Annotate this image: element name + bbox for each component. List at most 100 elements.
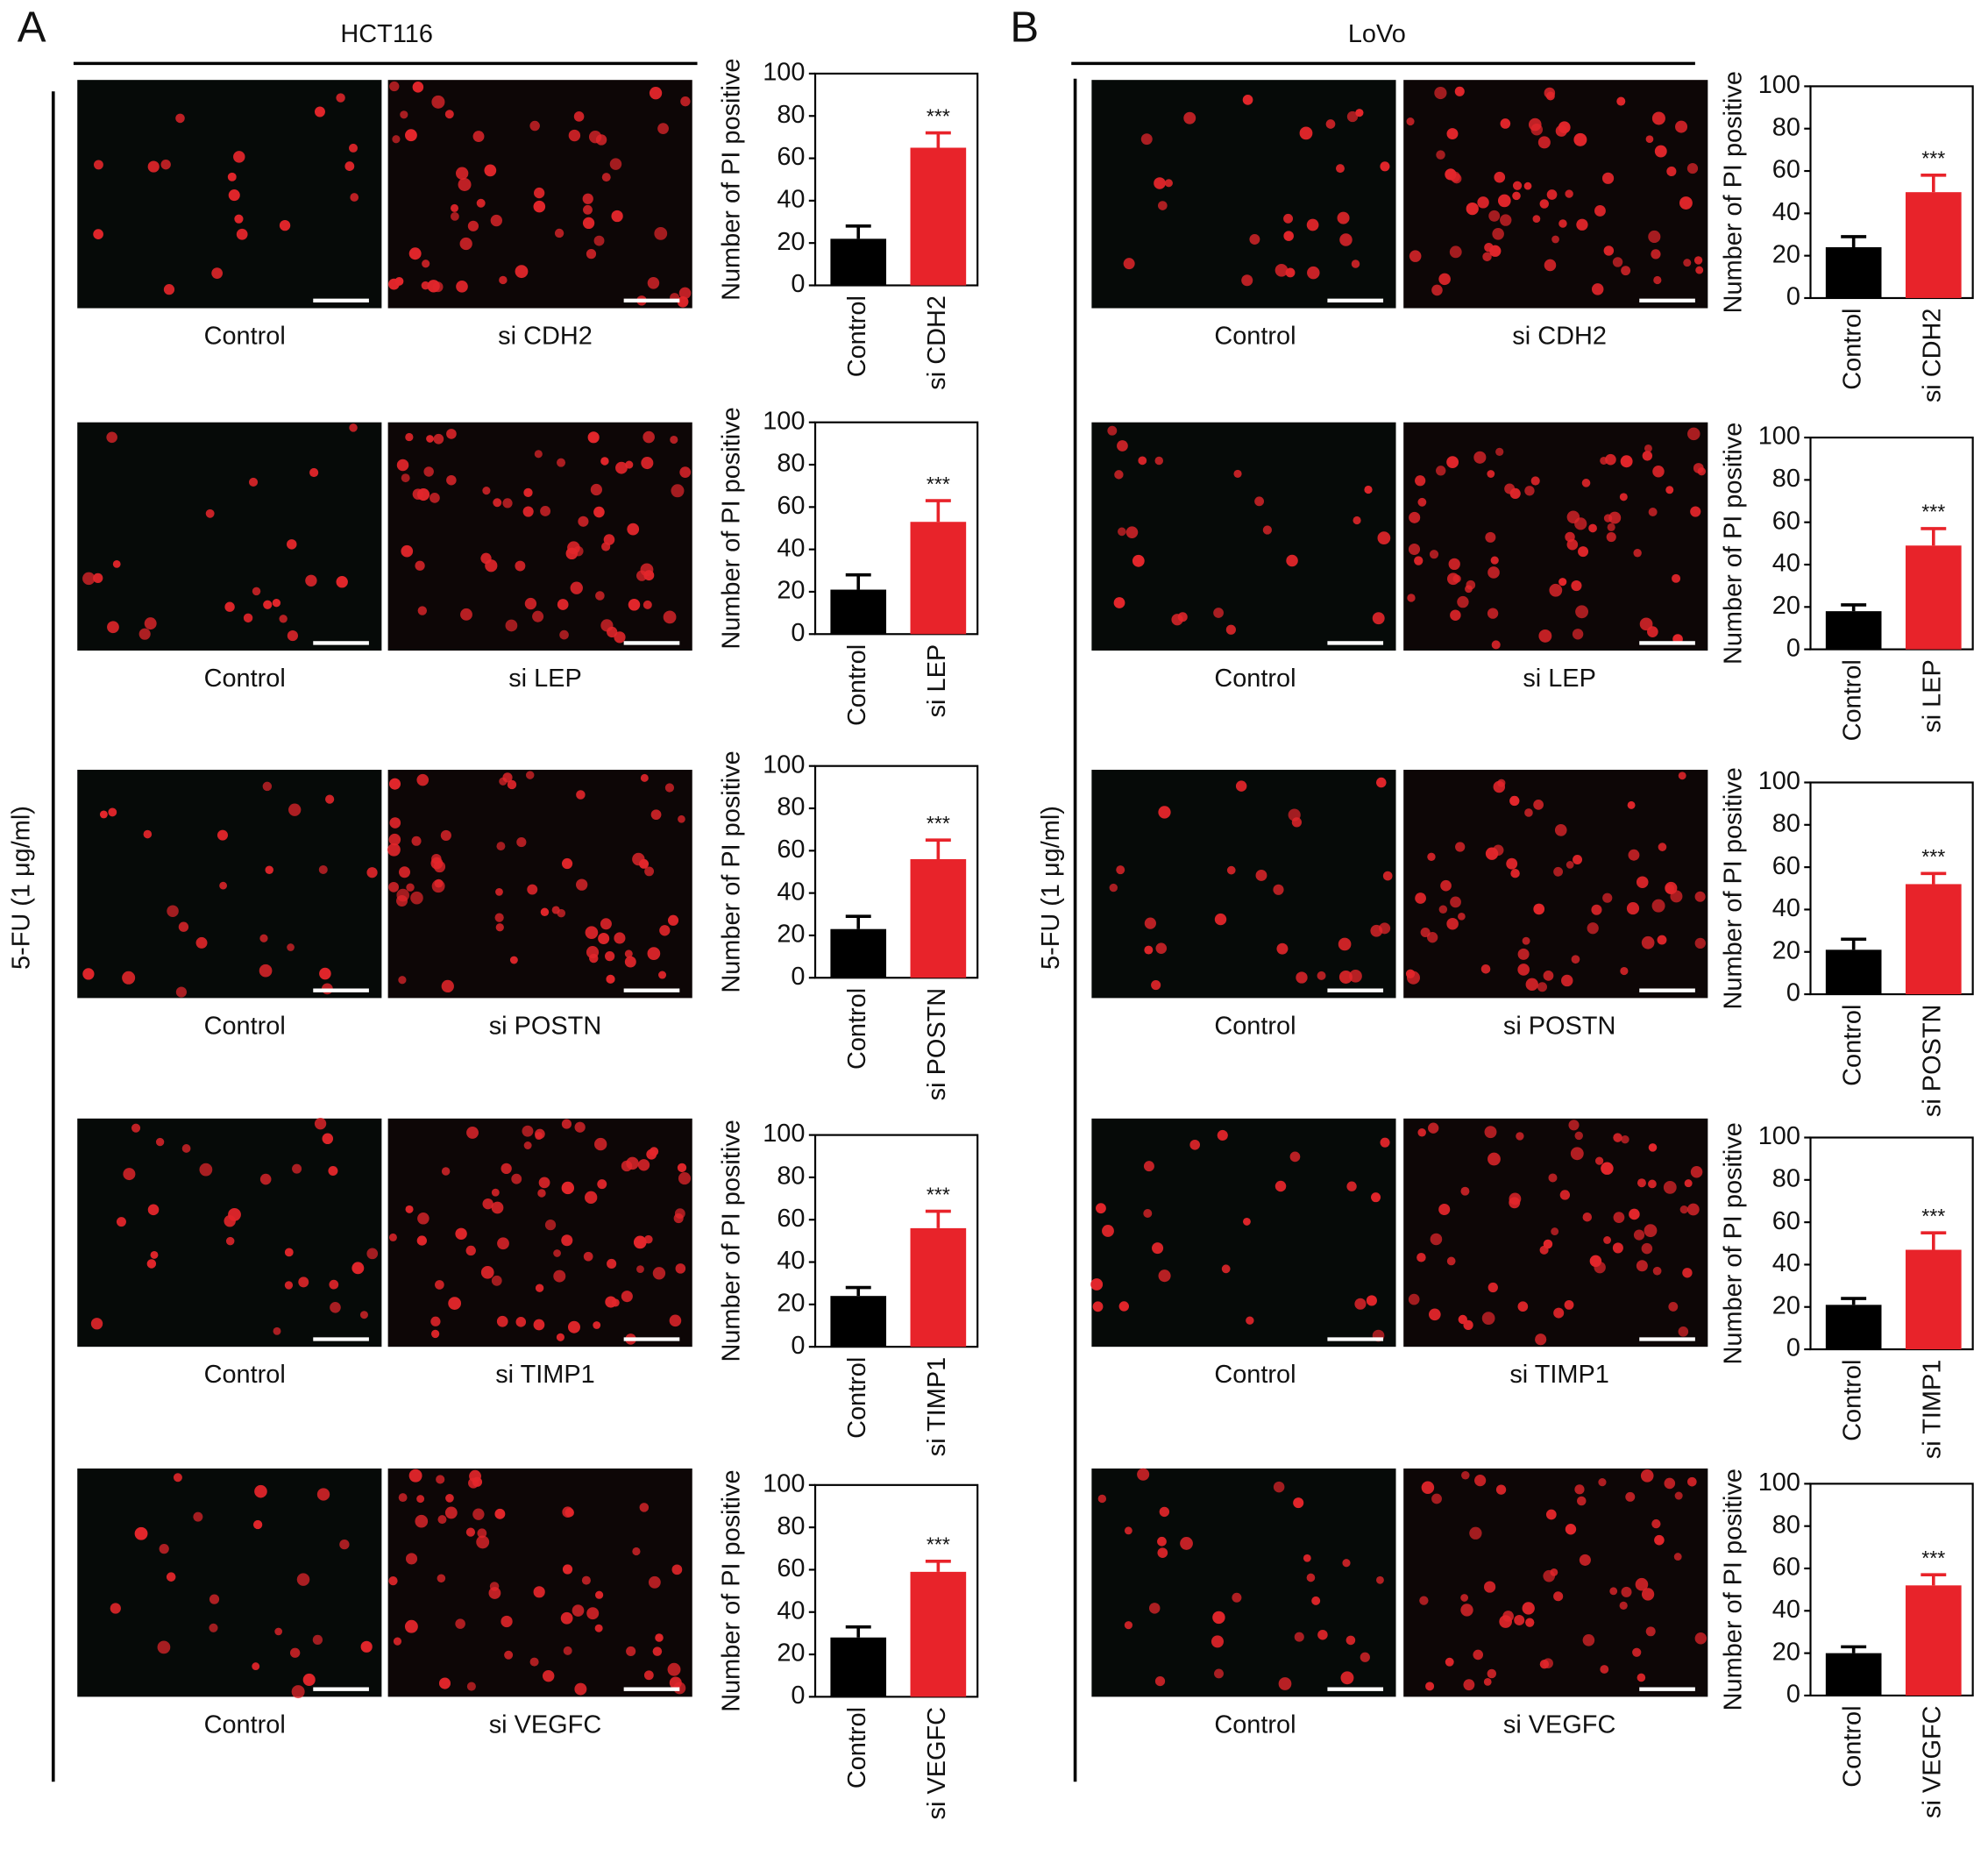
y-tick-label: 40 <box>1772 1249 1800 1277</box>
cell <box>1114 470 1124 480</box>
cell <box>1487 1282 1498 1293</box>
cell <box>1693 256 1703 265</box>
cell <box>1299 126 1313 140</box>
cell <box>279 615 288 623</box>
y-tick-label: 100 <box>763 59 805 87</box>
cell <box>421 281 430 290</box>
cell <box>298 1277 309 1288</box>
cell <box>1651 899 1665 913</box>
cell <box>1446 456 1459 469</box>
cell <box>359 1311 368 1319</box>
cell <box>252 1662 260 1671</box>
cell <box>537 1189 546 1198</box>
cell <box>1549 583 1563 597</box>
cell <box>1487 566 1500 579</box>
cell <box>647 947 661 960</box>
cell <box>1157 1536 1167 1547</box>
y-tick-label: 60 <box>777 1554 805 1582</box>
y-tick-label: 100 <box>763 1469 805 1497</box>
cell <box>1155 942 1168 954</box>
cell <box>99 810 108 819</box>
y-tick-label: 60 <box>777 1205 805 1233</box>
cell <box>1686 1203 1700 1216</box>
cell <box>1550 1568 1558 1576</box>
cell <box>633 1235 647 1249</box>
treatment-label: 5-FU (1 μg/ml) <box>1037 806 1065 970</box>
cell <box>590 483 602 496</box>
cell <box>1407 594 1416 602</box>
cell <box>426 435 434 443</box>
cell <box>1642 451 1653 461</box>
cell <box>1679 1205 1688 1214</box>
cell <box>1157 201 1168 210</box>
cell <box>564 1508 574 1518</box>
cell <box>1351 260 1360 268</box>
cell <box>1480 964 1491 974</box>
cell <box>1603 245 1615 256</box>
cell <box>1481 1312 1495 1325</box>
cell <box>670 435 678 444</box>
bar <box>830 1296 887 1348</box>
cell <box>219 881 227 890</box>
cell <box>1648 230 1661 244</box>
cell <box>1581 479 1591 487</box>
cell <box>582 217 595 230</box>
cell <box>1629 1208 1640 1220</box>
cell <box>535 1132 543 1140</box>
image-caption: Control <box>204 665 286 693</box>
cell <box>1445 1657 1454 1667</box>
cell <box>1446 1256 1456 1266</box>
cell <box>1473 451 1487 464</box>
cell <box>396 459 409 472</box>
cell <box>423 466 434 477</box>
cell <box>412 82 424 93</box>
cell <box>1621 1586 1632 1597</box>
cell <box>1461 1471 1470 1480</box>
cell <box>1651 249 1661 260</box>
cell <box>1546 189 1558 200</box>
cell <box>1576 1496 1587 1506</box>
cell <box>227 172 237 181</box>
cell <box>288 803 302 816</box>
bar <box>1825 1653 1882 1696</box>
cell <box>322 1133 334 1145</box>
cell <box>305 574 317 587</box>
cell <box>1429 1308 1441 1321</box>
cell <box>195 936 208 949</box>
y-tick-label: 100 <box>1758 423 1800 451</box>
cell <box>1221 1264 1231 1274</box>
cell <box>1274 263 1289 277</box>
y-tick-label: 0 <box>1786 1681 1800 1709</box>
cell <box>499 777 508 786</box>
cell <box>1525 978 1538 992</box>
cell <box>1132 554 1145 567</box>
y-tick-label: 0 <box>791 963 805 991</box>
cell <box>1449 171 1460 182</box>
cell <box>1565 1524 1577 1535</box>
cell <box>1626 902 1640 915</box>
cell <box>601 173 611 182</box>
cell <box>292 1163 302 1174</box>
cell <box>570 581 583 594</box>
cell <box>1621 266 1631 276</box>
cell <box>1303 1554 1311 1562</box>
cell <box>646 1149 657 1160</box>
cell <box>611 210 623 223</box>
cell <box>93 229 103 239</box>
cell <box>495 923 504 932</box>
cell <box>1487 1668 1497 1679</box>
cell <box>667 1662 681 1676</box>
cell <box>1561 974 1573 987</box>
cell <box>1154 1675 1166 1687</box>
cell <box>1217 1129 1228 1141</box>
cell <box>412 488 424 500</box>
cell <box>1673 1553 1682 1561</box>
cell <box>1107 425 1118 436</box>
cell <box>224 1215 236 1227</box>
cell <box>636 1265 644 1274</box>
cell <box>1564 1299 1574 1310</box>
cell <box>90 1318 103 1330</box>
cell <box>1493 844 1504 856</box>
cell <box>1349 970 1362 983</box>
